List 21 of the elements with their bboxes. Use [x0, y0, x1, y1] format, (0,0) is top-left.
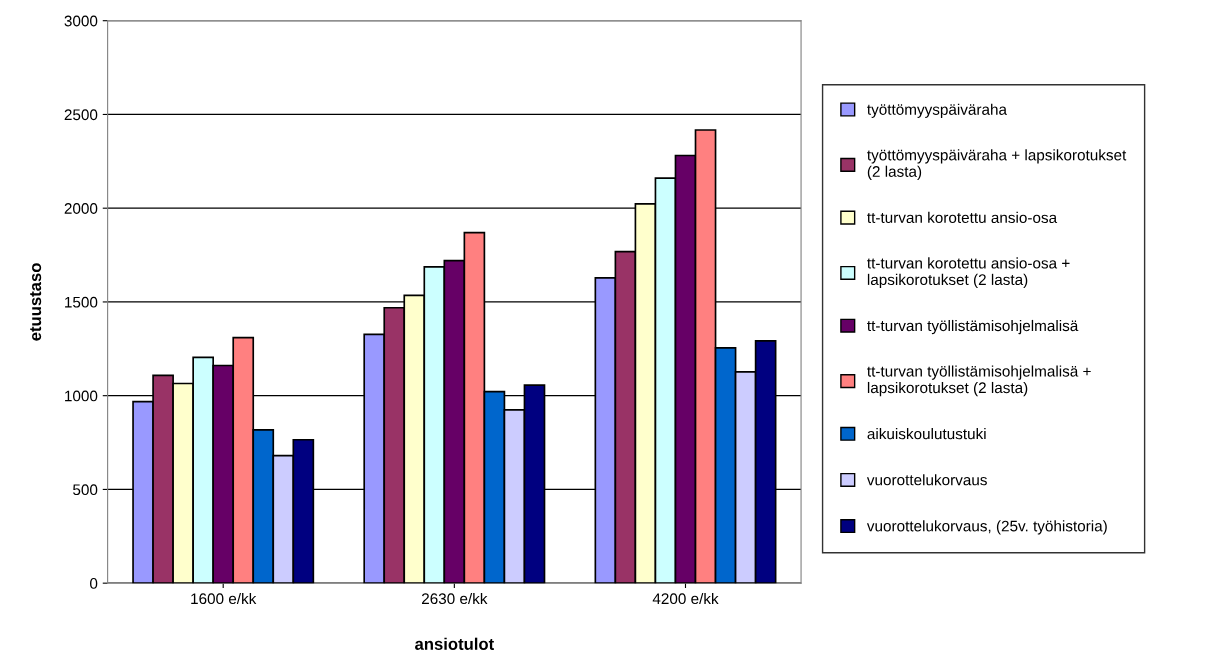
x-tick-label: 1600 e/kk [191, 592, 257, 605]
legend-label: tt-turvan työllistämisohjelmalisä + lapsikorotukset (2 lasta) [867, 365, 1091, 397]
y-tick-label: 3000 [64, 15, 98, 27]
y-tick-label: 1000 [65, 390, 98, 402]
y-tick-label: 1500 [65, 296, 98, 308]
legend-label: tt-turvan korotettu ansio-osa + lapsikorotukset (2 lasta) [867, 257, 1070, 289]
x-axis-title: ansiotulot [415, 637, 494, 650]
x-tick-label: 4200 e/kk [652, 592, 719, 605]
y-tick-label: 0 [90, 578, 98, 589]
legend-label: työttömyyspäiväraha [867, 103, 1007, 118]
legend-label: vuorottelukorvaus [866, 474, 987, 486]
y-tick-label: 2500 [64, 109, 98, 121]
legend-label: tt-turvan korotettu ansio-osa [867, 211, 1058, 224]
legend-label: tt-turvan työllistämisohjelmalisä [867, 319, 1079, 335]
y-tick-label: 2000 [64, 203, 98, 214]
legend-label: työttömyyspäiväraha + lapsikorotukset (2 lasta) [867, 149, 1127, 180]
legend-label: aikuiskoulutustuki [867, 428, 986, 440]
legend-label: vuorottelukorvaus, (25v. työhistoria) [866, 520, 1107, 535]
y-axis-title: etuustaso [30, 263, 42, 341]
x-tick-label: 2630 e/kk [421, 592, 488, 605]
y-tick-label: 500 [73, 484, 98, 496]
